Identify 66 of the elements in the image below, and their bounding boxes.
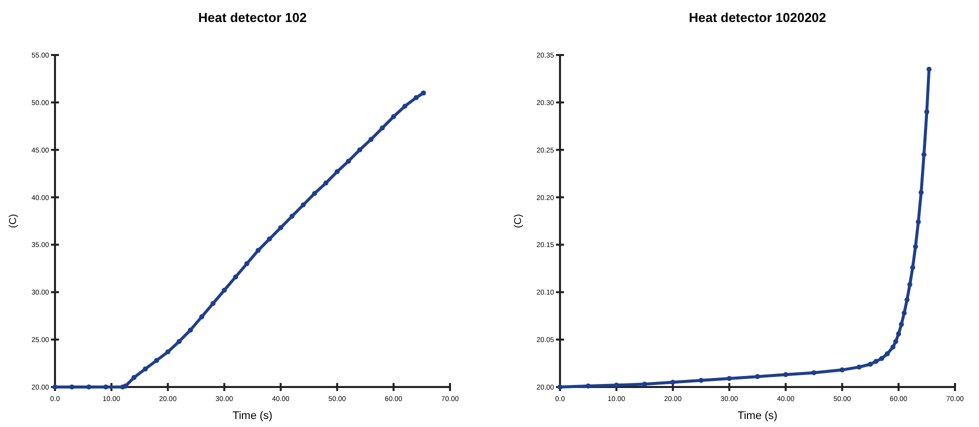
point: [698, 378, 704, 383]
y-axis-title: (C): [513, 214, 524, 228]
point: [726, 376, 732, 381]
point: [210, 301, 216, 306]
point: [103, 384, 108, 390]
point: [278, 225, 284, 230]
point: [884, 351, 890, 356]
point: [898, 322, 904, 327]
point: [670, 380, 676, 385]
point: [874, 358, 878, 364]
point: [916, 219, 921, 224]
point: [921, 152, 926, 158]
point: [856, 364, 862, 370]
point: [176, 338, 182, 344]
point: [879, 356, 884, 362]
point: [402, 104, 408, 109]
point: [840, 367, 845, 372]
x-axis-title: Time (s): [232, 410, 272, 422]
point: [346, 158, 351, 164]
point: [357, 147, 362, 152]
point: [165, 349, 170, 354]
point: [300, 202, 306, 208]
point: [586, 384, 591, 389]
point: [233, 274, 238, 280]
point: [199, 314, 204, 320]
point: [188, 328, 193, 333]
point: [896, 331, 902, 336]
point: [86, 384, 92, 390]
point: [893, 338, 898, 344]
point: [924, 109, 930, 114]
point: [642, 382, 648, 387]
point: [123, 384, 128, 389]
point: [391, 114, 396, 120]
point: [811, 370, 816, 376]
y-axis-title: (C): [8, 214, 19, 228]
point: [222, 288, 227, 293]
point: [910, 264, 916, 270]
point: [334, 169, 340, 174]
chart-title: Heat detector 1020202: [688, 10, 826, 25]
point: [783, 372, 788, 378]
point: [154, 358, 160, 363]
point: [266, 236, 272, 242]
point: [902, 310, 907, 316]
point: [918, 190, 924, 196]
point: [926, 66, 932, 72]
point: [368, 136, 374, 142]
point: [142, 366, 148, 372]
point: [420, 90, 426, 96]
point: [132, 375, 136, 380]
point: [907, 282, 912, 288]
point: [755, 374, 760, 380]
x-axis-title: Time (s): [738, 410, 778, 422]
point: [256, 248, 261, 253]
point: [380, 126, 385, 131]
chart-title: Heat detector 102: [198, 10, 307, 25]
point: [290, 214, 294, 219]
point: [312, 190, 318, 196]
point: [323, 180, 328, 186]
point: [868, 362, 873, 367]
point: [244, 261, 250, 266]
point: [414, 95, 419, 100]
point: [69, 384, 74, 390]
point: [614, 382, 619, 388]
point: [890, 344, 896, 350]
point: [904, 297, 910, 302]
point: [913, 244, 918, 250]
